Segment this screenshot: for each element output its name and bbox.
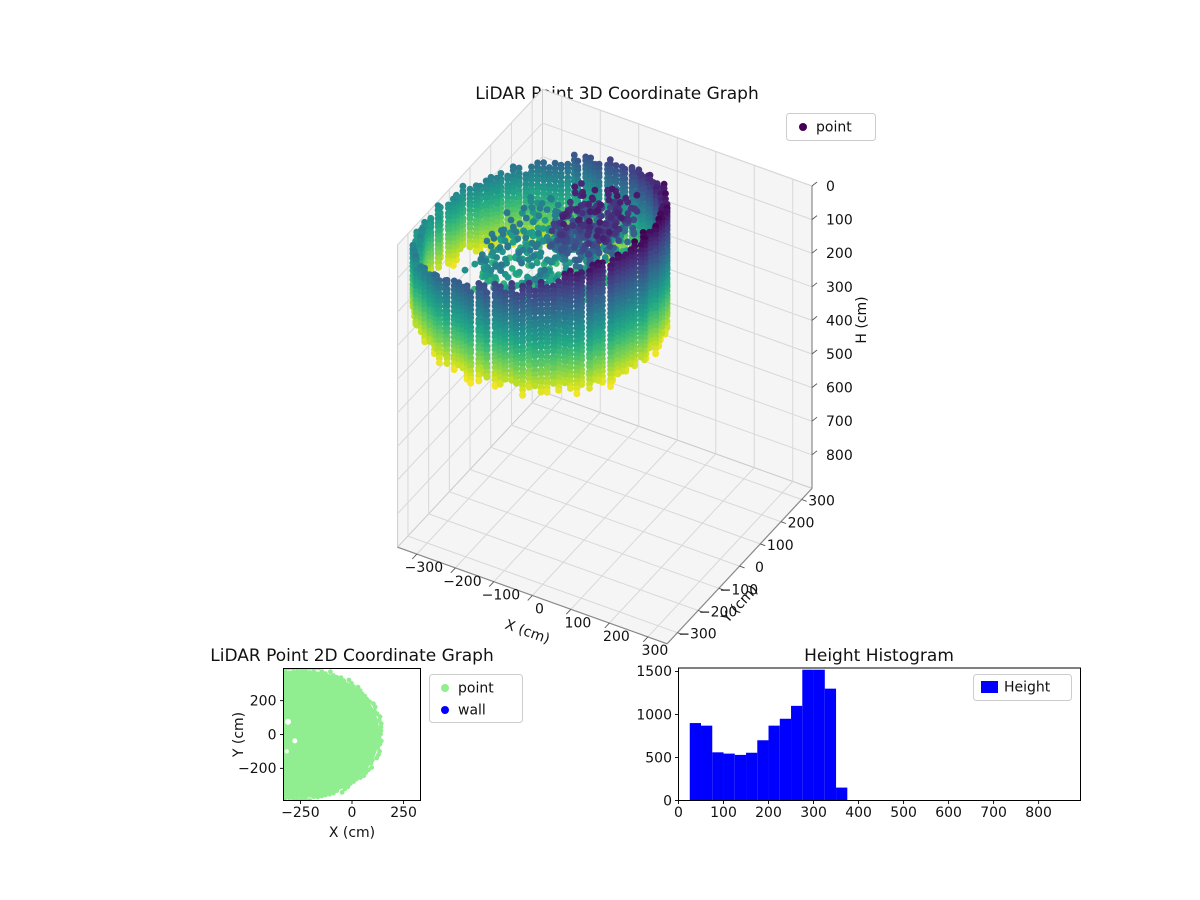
x-tick-label: 600	[935, 805, 962, 821]
plot2d: LiDAR Point 2D Coordinate Graph −250 0 250…	[210, 646, 523, 841]
legend-label-point: point	[816, 120, 852, 136]
histogram-bars	[689, 669, 848, 801]
x-tick-label: 250	[390, 805, 417, 821]
y-tick-label: 500	[645, 750, 672, 766]
plot2d-tick-labels: −250 0 250 −200 0 200	[238, 694, 417, 822]
plot3d: LiDAR Point 3D Coordinate Graph −300−200…	[396, 84, 876, 659]
histogram-bar	[757, 740, 769, 801]
histogram-bar	[734, 754, 747, 801]
plot3d-point-cloud	[409, 151, 671, 399]
z-tick-label: 600	[826, 381, 853, 397]
legend-label-wall: wall	[458, 703, 486, 719]
x-tick-label: 300	[642, 643, 669, 659]
z-tick-label: 800	[826, 448, 853, 464]
plot2d-ylabel: Y (cm)	[231, 712, 247, 758]
legend-frame	[429, 674, 523, 723]
histogram-legend: Height	[973, 674, 1072, 701]
x-tick-label: −200	[443, 574, 481, 590]
y-tick-label: 300	[808, 494, 835, 510]
histogram-bar	[689, 723, 701, 801]
y-tick-label: −200	[699, 605, 737, 621]
legend-frame	[786, 113, 876, 141]
x-tick-label: −250	[281, 805, 319, 821]
x-tick-label: 100	[710, 805, 737, 821]
x-tick-label: 700	[980, 805, 1007, 821]
x-tick-label: 0	[535, 602, 544, 618]
disc-hole	[292, 738, 298, 744]
z-tick-label: 0	[826, 179, 835, 195]
x-tick-label: 200	[755, 805, 782, 821]
histogram-bar	[813, 669, 825, 801]
legend-label-point: point	[458, 681, 494, 697]
x-tick-label: 800	[1025, 805, 1052, 821]
x-tick-label: 0	[348, 805, 357, 821]
histogram-bar	[836, 787, 848, 801]
plot2d-legend: point wall	[429, 674, 523, 723]
y-tick-label: −200	[238, 761, 276, 777]
y-tick-label: 1000	[636, 707, 672, 723]
y-tick-label: 200	[788, 516, 815, 532]
x-tick-label: 300	[800, 805, 827, 821]
x-tick-label: 400	[845, 805, 872, 821]
histogram-bar	[723, 753, 735, 801]
legend-marker-wall	[441, 706, 449, 714]
legend-swatch-height	[981, 681, 998, 693]
point-disc	[283, 670, 380, 798]
histogram-bar	[824, 688, 837, 801]
histogram-bar	[802, 669, 814, 801]
x-tick-label: 200	[603, 629, 630, 645]
plot3d-xlabel: X (cm)	[503, 617, 552, 648]
plot2d-xlabel: X (cm)	[329, 825, 375, 841]
legend-label-height: Height	[1004, 680, 1051, 696]
histogram-title: Height Histogram	[804, 646, 954, 666]
plot3d-title: LiDAR Point 3D Coordinate Graph	[475, 84, 759, 104]
histogram-bar	[768, 725, 780, 801]
y-tick-label: 0	[663, 793, 672, 809]
legend-marker-point	[441, 684, 449, 692]
disc-hole	[285, 718, 291, 725]
plot3d-zlabel: H (cm)	[854, 296, 870, 343]
histogram: Height Histogram 0 100 200 300 400 500 600 700 8…	[636, 646, 1081, 821]
disc-hole	[284, 749, 289, 754]
plot2d-title: LiDAR Point 2D Coordinate Graph	[210, 646, 494, 666]
x-tick-label: −100	[482, 588, 520, 604]
z-tick-label: 500	[826, 347, 853, 363]
plot2d-point-disc	[283, 668, 384, 801]
x-tick-label: −300	[405, 560, 443, 576]
x-tick-label: 500	[890, 805, 917, 821]
z-tick-label: 300	[826, 280, 853, 296]
histogram-bar	[779, 718, 792, 801]
y-tick-label: 100	[767, 538, 794, 554]
y-tick-label: 0	[755, 560, 764, 576]
legend-marker-point	[799, 123, 807, 131]
plot3d-legend: point	[786, 113, 876, 141]
histogram-bar	[712, 752, 724, 801]
z-tick-label: 700	[826, 414, 853, 430]
z-tick-label: 100	[826, 213, 853, 229]
histogram-bar	[701, 725, 713, 801]
y-tick-label: −300	[678, 627, 716, 643]
y-tick-label: 0	[268, 727, 277, 743]
plot3d-tick-labels: −300−200−1000100200300−300−200−100010020…	[405, 179, 853, 659]
x-tick-label: 100	[565, 615, 592, 631]
x-tick-label: 0	[674, 805, 683, 821]
z-tick-label: 200	[826, 246, 853, 262]
y-tick-label: 200	[250, 694, 277, 710]
z-tick-label: 400	[826, 313, 853, 329]
histogram-bar	[791, 705, 803, 801]
histogram-axes-frame	[678, 667, 1081, 801]
y-tick-label: 1500	[636, 664, 672, 680]
histogram-bar	[746, 752, 758, 801]
histogram-tick-labels: 0 100 200 300 400 500 600 700 800 0 500 1000 1500	[636, 664, 1052, 821]
y-tick-label: −100	[720, 582, 758, 598]
